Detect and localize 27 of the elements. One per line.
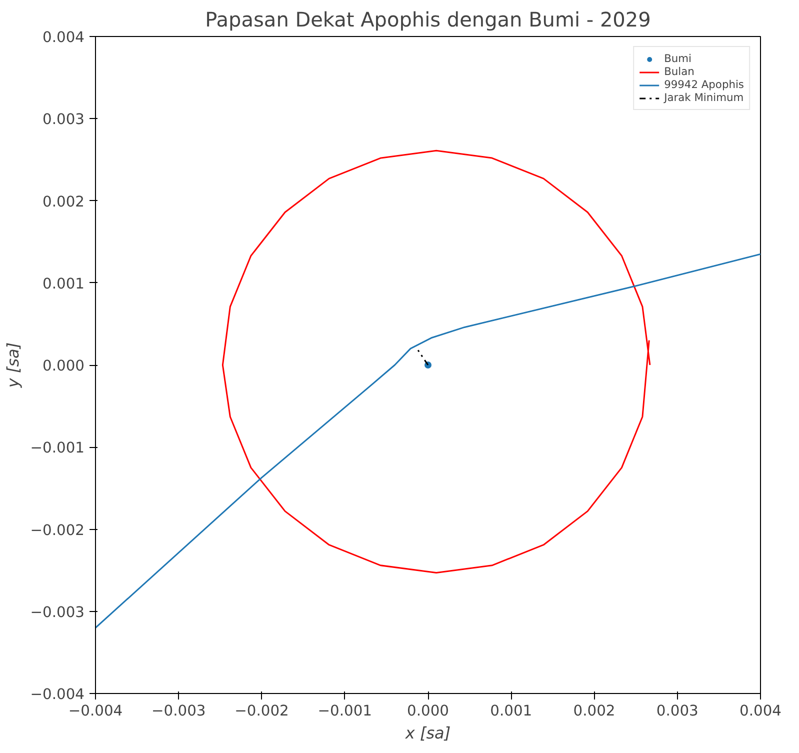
x-tick-label: 0.003 xyxy=(656,702,698,720)
x-tick-label: −0.002 xyxy=(234,702,289,720)
chart-title: Papasan Dekat Apophis dengan Bumi - 2029 xyxy=(205,8,651,32)
x-axis-title: x [sa] xyxy=(404,724,451,742)
y-axis-title: y [sa] xyxy=(3,342,22,389)
y-tick-label: 0.001 xyxy=(42,275,85,292)
y-tick-label: −0.003 xyxy=(30,604,85,621)
x-tick-label: 0.002 xyxy=(573,702,616,720)
legend-label: Bumi xyxy=(664,52,692,65)
y-tick-label: 0.000 xyxy=(42,358,85,374)
line-series xyxy=(222,150,651,574)
x-tick-label: 0.001 xyxy=(490,702,532,720)
x-tick-label: 0.004 xyxy=(740,702,782,720)
y-tick-label: −0.004 xyxy=(30,686,85,703)
x-tick-label: −0.003 xyxy=(152,702,206,720)
y-tick-label: 0.002 xyxy=(42,193,85,210)
x-tick-label: 0.000 xyxy=(407,702,449,720)
y-tick-label: −0.002 xyxy=(30,522,85,539)
y-tick-label: −0.001 xyxy=(30,440,85,457)
line-series xyxy=(96,253,760,629)
legend-label: Jarak Minimum xyxy=(664,91,744,104)
y-tick-label: 0.003 xyxy=(42,111,85,128)
x-tick-label: −0.001 xyxy=(318,702,372,720)
x-tick-label: −0.004 xyxy=(68,702,123,720)
legend-label: Bulan xyxy=(664,65,694,78)
y-tick-label: 0.004 xyxy=(42,29,85,46)
legend-label: 99942 Apophis xyxy=(664,78,744,91)
